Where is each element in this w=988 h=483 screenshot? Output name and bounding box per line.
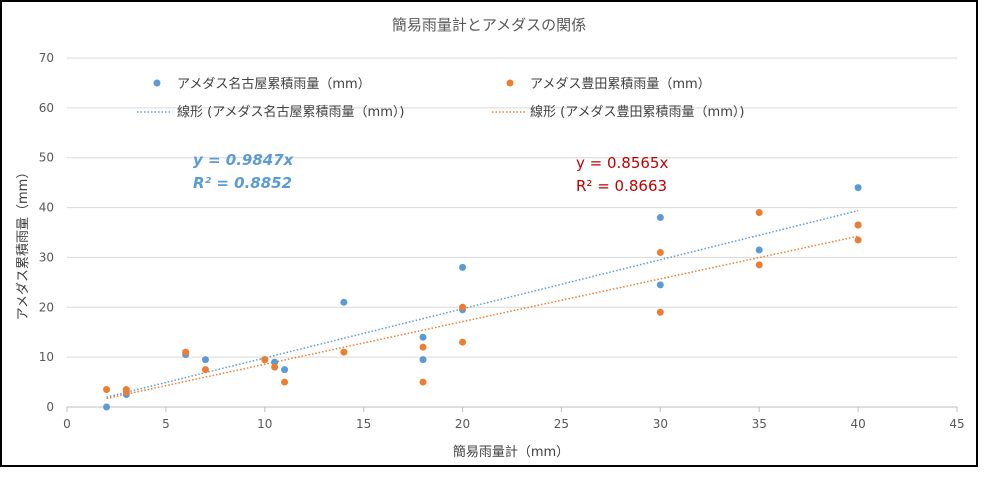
data-point-series-1 — [854, 221, 862, 229]
x-tick-label: 25 — [554, 417, 569, 431]
data-point-series-1 — [656, 308, 664, 316]
data-point-series-0 — [103, 403, 111, 411]
chart-title: 簡易雨量計とアメダスの関係 — [392, 16, 586, 34]
y-tick-labels: 0 10 20 30 40 50 60 70 — [39, 51, 54, 414]
y-tick-label: 40 — [39, 201, 54, 215]
r2-nagoya: R² = 0.8852 — [193, 174, 292, 192]
y-tick-label: 60 — [39, 101, 54, 115]
data-point-series-0 — [459, 263, 467, 271]
x-tick-label: 5 — [162, 417, 170, 431]
legend-label-nagoya: アメダス名古屋累積雨量（mm） — [177, 76, 371, 92]
chart-border — [0, 0, 978, 467]
data-point-series-1 — [261, 356, 269, 364]
legend-marker-toyota — [506, 79, 514, 87]
y-axis-title: アメダス累積雨量（mm） — [16, 166, 31, 321]
data-point-series-1 — [201, 366, 209, 374]
data-point-series-0 — [271, 358, 279, 366]
data-point-series-0 — [656, 214, 664, 222]
data-points — [103, 184, 862, 411]
x-tick-labels: 0 5 10 15 20 25 30 35 40 45 — [63, 417, 964, 431]
data-point-series-0 — [755, 246, 763, 254]
data-point-series-1 — [103, 386, 111, 394]
data-point-series-1 — [340, 348, 348, 356]
data-point-series-1 — [271, 363, 279, 371]
x-tick-label: 35 — [752, 417, 767, 431]
r2-toyota: R² = 0.8663 — [576, 177, 667, 195]
x-tick-label: 30 — [653, 417, 668, 431]
data-point-series-0 — [854, 184, 862, 192]
data-point-series-1 — [755, 261, 763, 269]
data-point-series-0 — [419, 333, 427, 341]
data-point-series-1 — [419, 343, 427, 351]
x-tick-label: 10 — [257, 417, 272, 431]
data-point-series-0 — [201, 356, 209, 364]
trend-line-0 — [106, 209, 859, 398]
data-point-series-1 — [854, 236, 862, 244]
equation-nagoya: y = 0.9847x — [193, 151, 295, 169]
data-point-series-0 — [281, 366, 289, 374]
data-point-series-1 — [459, 338, 467, 346]
data-point-series-1 — [656, 248, 664, 256]
data-point-series-1 — [281, 378, 289, 386]
x-tick-label: 0 — [63, 417, 71, 431]
data-point-series-1 — [182, 348, 190, 356]
legend-label-toyota: アメダス豊田累積雨量（mm） — [530, 77, 711, 92]
x-tick-label: 20 — [455, 417, 470, 431]
y-tick-label: 20 — [39, 300, 54, 314]
legend-trend-label-nagoya: 線形 (アメダス名古屋累積雨量（mm）) — [177, 104, 404, 120]
data-point-series-1 — [419, 378, 427, 386]
x-axis-title: 簡易雨量計（mm） — [453, 444, 569, 460]
trend-lines — [106, 209, 859, 400]
x-tick-label: 40 — [850, 417, 865, 431]
y-tick-label: 10 — [39, 350, 54, 364]
data-point-series-0 — [340, 298, 348, 306]
x-tick-label: 15 — [356, 417, 371, 431]
trend-line-1 — [106, 235, 859, 400]
y-tick-label: 70 — [39, 51, 54, 65]
gridlines — [66, 57, 958, 412]
data-point-series-0 — [656, 281, 664, 289]
y-tick-label: 50 — [39, 151, 54, 165]
legend: アメダス名古屋累積雨量（mm） アメダス豊田累積雨量（mm） 線形 (アメダス名… — [137, 76, 744, 120]
data-point-series-1 — [755, 209, 763, 217]
data-point-series-1 — [122, 388, 130, 396]
y-tick-label: 30 — [39, 250, 54, 264]
legend-marker-nagoya — [153, 79, 161, 87]
legend-trend-label-toyota: 線形 (アメダス豊田累積雨量（mm）) — [530, 104, 744, 120]
x-tick-label: 45 — [949, 417, 964, 431]
data-point-series-0 — [419, 356, 427, 364]
data-point-series-1 — [459, 303, 467, 311]
equation-toyota: y = 0.8565x — [576, 154, 668, 172]
y-tick-label: 0 — [46, 400, 54, 414]
